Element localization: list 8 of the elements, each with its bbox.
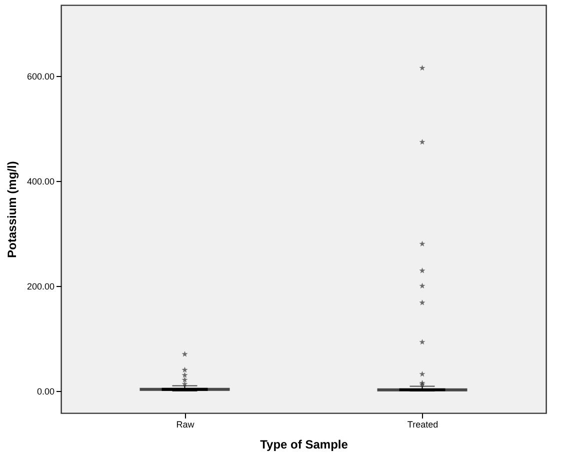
x-tick-label: Raw: [176, 420, 195, 430]
x-tick-label: Treated: [407, 420, 438, 430]
y-tick-label: 400.00: [26, 176, 54, 186]
y-tick-label: 600.00: [26, 71, 54, 82]
x-axis-title: Type of Sample: [260, 438, 348, 452]
y-tick-label: 0.00: [36, 386, 54, 396]
y-tick-label: 200.00: [26, 281, 54, 292]
y-axis-title: Potassium (mg/l): [4, 161, 19, 258]
